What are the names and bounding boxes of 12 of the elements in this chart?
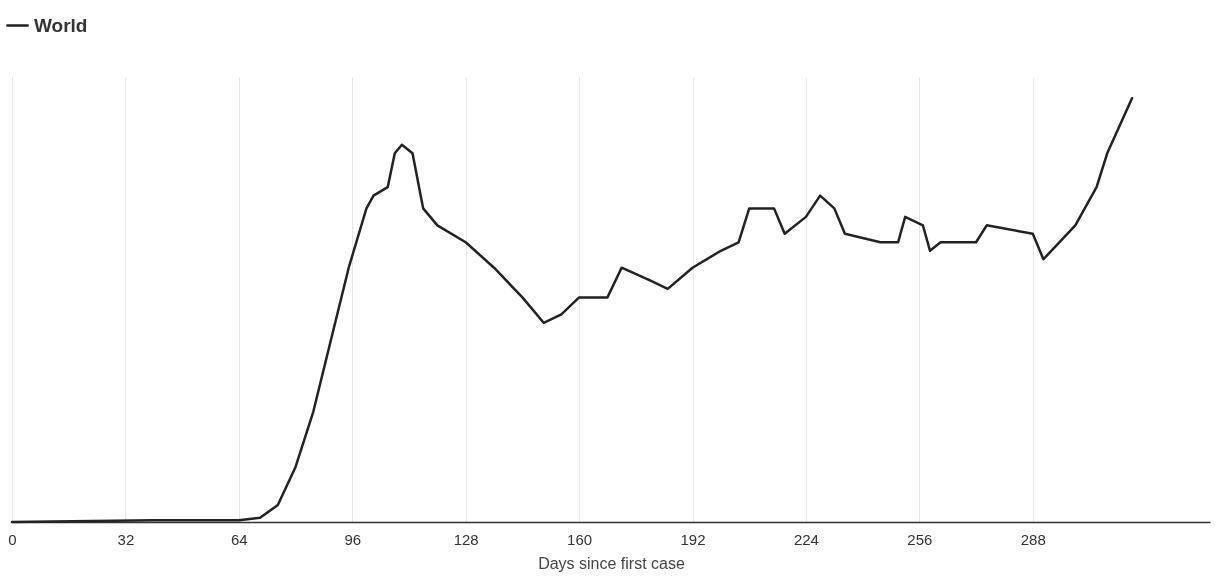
x-tick-label: 288 <box>1020 530 1046 548</box>
x-tick-label: 224 <box>793 530 819 548</box>
x-tick-label: 192 <box>680 530 706 548</box>
legend-label: World <box>34 14 88 36</box>
x-tick-label: 64 <box>231 530 248 548</box>
x-tick-label: 0 <box>8 530 17 548</box>
x-tick-label: 128 <box>453 530 479 548</box>
x-tick-label: 96 <box>344 530 362 548</box>
x-tick-label: 256 <box>907 530 933 548</box>
x-tick-label: 32 <box>117 530 135 548</box>
x-tick-label: 160 <box>567 530 593 548</box>
x-axis-title: Days since first case <box>538 554 685 572</box>
